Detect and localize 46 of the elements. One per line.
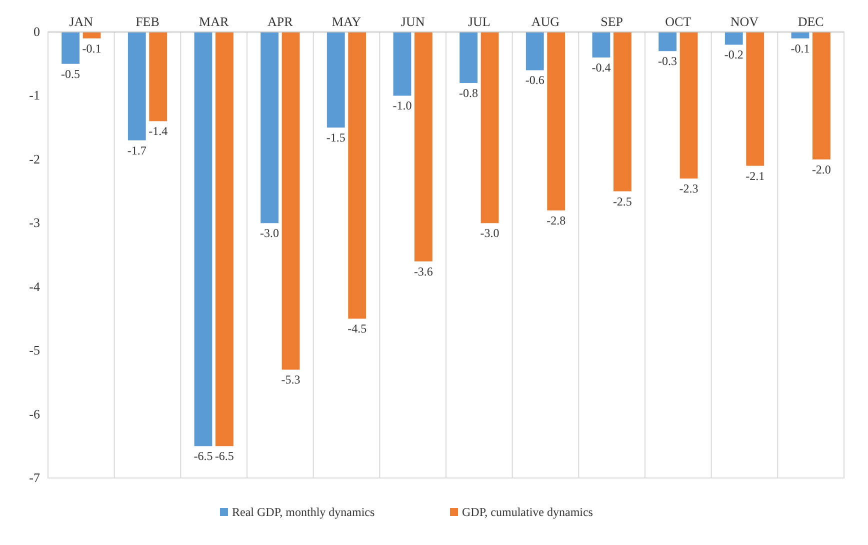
x-tick-label: OCT [665,14,692,29]
data-label: -3.0 [260,226,280,240]
data-label: -6.5 [194,449,213,464]
x-tick-label: SEP [600,14,624,29]
legend-label: GDP, cumulative dynamics [462,505,594,519]
data-label: -3.6 [414,264,433,278]
x-tick-label: DEC [798,14,824,29]
data-label: -6.5 [214,449,234,464]
y-tick-label: -1 [29,88,40,103]
data-label: -5.3 [281,372,300,387]
x-tick-label: FEB [136,14,160,29]
data-label: -1.5 [326,130,346,145]
data-label: -0.3 [658,54,678,68]
data-label: -1.4 [148,124,168,138]
y-tick-label: -2 [29,151,40,166]
data-label: -2.3 [679,182,698,196]
data-label: -0.4 [592,60,611,74]
x-tick-label: APR [268,14,294,29]
x-tick-label: NOV [730,14,760,29]
data-label: -2.8 [546,213,566,228]
y-tick-label: -4 [29,278,40,294]
data-label: -0.5 [61,66,80,81]
y-tick-label: -3 [29,215,40,230]
x-tick-label: JUN [400,14,426,29]
y-tick-label: -7 [29,470,40,485]
legend-label: Real GDP, monthly dynamics [232,505,375,519]
data-label: -0.2 [724,48,744,62]
data-label: -2.1 [746,168,765,183]
y-tick-label: 0 [34,24,40,39]
data-label: -0.6 [525,73,544,88]
data-label: -2.5 [612,194,632,208]
x-tick-label: MAY [332,14,362,29]
data-label: -0.1 [790,41,810,56]
y-tick-label: -5 [29,342,40,358]
x-tick-label: JUL [468,14,490,29]
data-label: -0.8 [459,86,478,100]
x-tick-label: AUG [531,14,560,29]
x-tick-label: JAN [69,14,94,29]
data-label: -4.5 [348,322,367,336]
data-label: -2.0 [812,162,831,176]
data-label: -1.7 [127,143,146,158]
x-tick-label: MAR [199,14,229,29]
data-label: -3.0 [480,226,500,240]
data-label: -0.1 [82,41,102,56]
data-label: -1.0 [392,98,412,113]
y-tick-label: -6 [29,406,40,422]
